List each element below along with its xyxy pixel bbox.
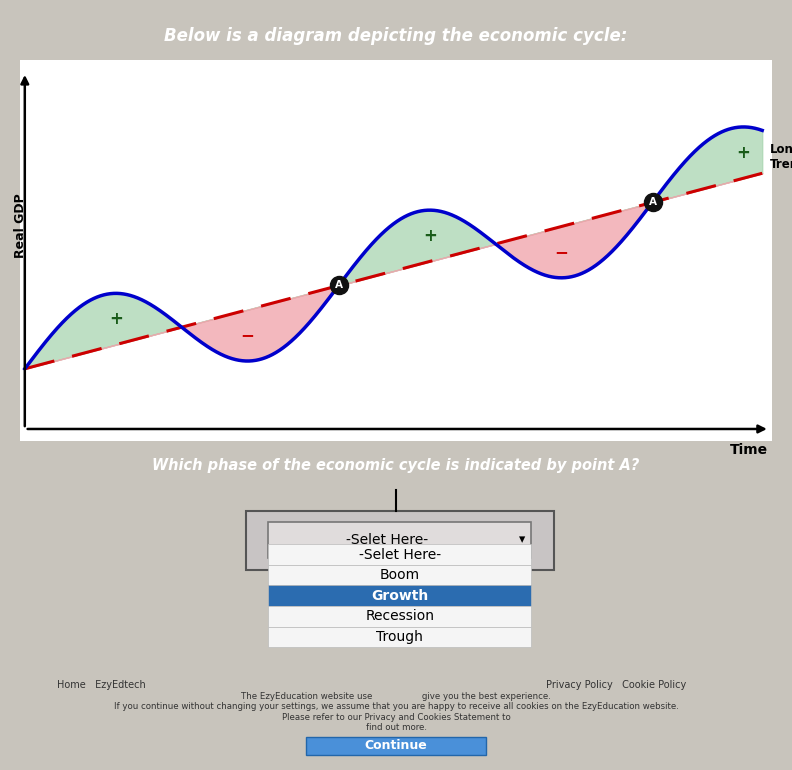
Text: −: − (241, 326, 254, 344)
Text: Below is a diagram depicting the economic cycle:: Below is a diagram depicting the economi… (164, 27, 628, 45)
Text: Home   EzyEdtech: Home EzyEdtech (58, 680, 147, 690)
FancyBboxPatch shape (268, 585, 531, 606)
Text: Privacy Policy   Cookie Policy: Privacy Policy Cookie Policy (546, 680, 687, 690)
Text: −: − (554, 243, 568, 261)
Text: A: A (335, 280, 343, 290)
FancyBboxPatch shape (306, 737, 486, 755)
Text: Recession: Recession (365, 609, 434, 624)
Text: Which phase of the economic cycle is indicated by point A?: Which phase of the economic cycle is ind… (152, 458, 640, 473)
Text: +: + (109, 310, 123, 328)
Text: -Selet Here-: -Selet Here- (345, 533, 428, 547)
FancyBboxPatch shape (268, 565, 531, 585)
Text: +: + (737, 143, 750, 162)
Text: Real GDP: Real GDP (14, 194, 27, 259)
Text: Trough: Trough (376, 630, 423, 644)
Text: Continue: Continue (364, 739, 428, 752)
Text: Long-run
Trend: Long-run Trend (770, 143, 792, 172)
Text: +: + (423, 227, 436, 245)
FancyBboxPatch shape (246, 511, 554, 571)
Text: Time: Time (730, 444, 768, 457)
Text: Boom: Boom (379, 568, 420, 582)
FancyBboxPatch shape (268, 544, 531, 565)
Text: ▾: ▾ (520, 534, 526, 546)
FancyBboxPatch shape (268, 606, 531, 627)
Text: -Selet Here-: -Selet Here- (359, 547, 441, 561)
FancyBboxPatch shape (268, 522, 531, 557)
Text: The EzyEducation website use                  give you the best experience.
If y: The EzyEducation website use give you th… (113, 691, 679, 732)
FancyBboxPatch shape (268, 627, 531, 648)
Text: Growth: Growth (371, 589, 428, 603)
Text: A: A (649, 197, 657, 207)
